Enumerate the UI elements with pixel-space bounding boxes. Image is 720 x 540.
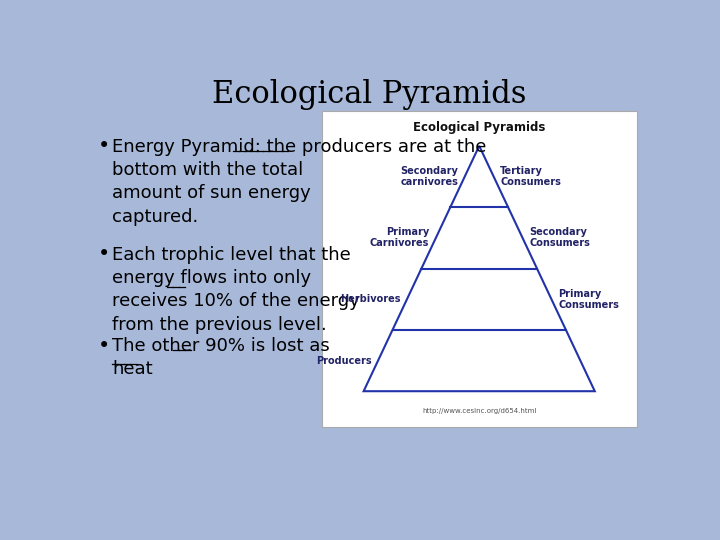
Polygon shape: [364, 146, 595, 391]
Text: Producers: Producers: [316, 355, 372, 366]
Text: Tertiary
Consumers: Tertiary Consumers: [500, 166, 561, 187]
FancyBboxPatch shape: [322, 111, 637, 427]
Text: The other 90% is lost as
heat: The other 90% is lost as heat: [112, 337, 330, 379]
Text: •: •: [99, 336, 111, 356]
Text: Energy Pyramid: the producers are at the
bottom with the total
amount of sun ene: Energy Pyramid: the producers are at the…: [112, 138, 487, 226]
Text: Primary
Carnivores: Primary Carnivores: [370, 227, 429, 248]
Text: Secondary
Consumers: Secondary Consumers: [529, 227, 590, 248]
Text: Herbivores: Herbivores: [340, 294, 400, 304]
Text: Secondary
carnivores: Secondary carnivores: [400, 166, 458, 187]
Text: http://www.cesinc.org/d654.html: http://www.cesinc.org/d654.html: [422, 408, 536, 414]
Text: Each trophic level that the
energy flows into only
receives 10% of the energy
fr: Each trophic level that the energy flows…: [112, 246, 360, 334]
Text: Primary
Consumers: Primary Consumers: [558, 288, 619, 310]
Text: •: •: [99, 136, 111, 156]
Text: •: •: [99, 245, 111, 265]
Text: Ecological Pyramids: Ecological Pyramids: [212, 79, 526, 110]
Text: Ecological Pyramids: Ecological Pyramids: [413, 121, 545, 134]
